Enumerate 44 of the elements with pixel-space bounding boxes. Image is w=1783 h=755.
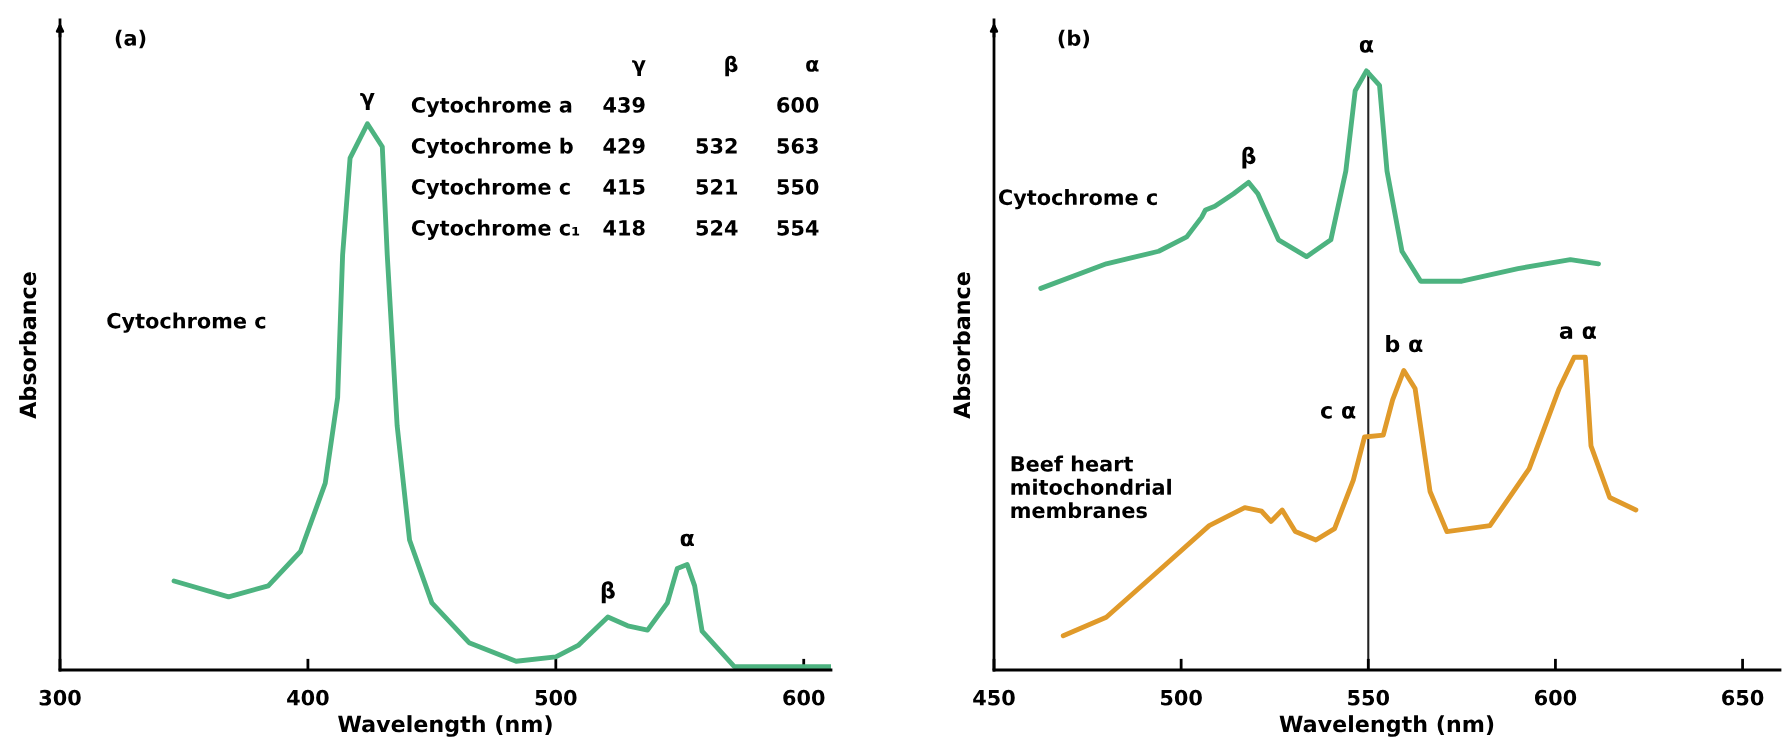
text: Cytochrome c — [107, 312, 266, 333]
series-label: Beef heart mitochondrial membranes — [1011, 455, 1171, 519]
annotation: 554 — [777, 220, 819, 236]
annotation: Cytochrome c — [411, 178, 570, 199]
text: 600 — [777, 97, 819, 113]
x-axis-title: Wavelength (nm) — [338, 715, 552, 737]
x-tick-label: 650 — [1722, 689, 1764, 706]
annotation: 521 — [696, 178, 738, 195]
annotation: β — [601, 581, 615, 604]
annotation: 524 — [696, 219, 738, 236]
annotation: 429 — [603, 138, 645, 154]
x-tick-label: 600 — [783, 689, 825, 706]
x-tick-label: 450 — [973, 689, 1015, 706]
annotation: α — [1359, 39, 1374, 53]
text: Cytochrome a — [411, 96, 572, 118]
annotation: γ — [360, 93, 375, 110]
annotation: b α — [1386, 335, 1423, 353]
series-label: Cytochrome c — [998, 189, 1157, 210]
x-tick-label: 600 — [1534, 689, 1577, 706]
text: α — [806, 59, 819, 72]
x-tick-label: 300 — [39, 689, 81, 706]
y-axis-title: Absorbance — [19, 272, 37, 419]
x-axis-title: Wavelength (nm) — [1279, 715, 1494, 737]
annotation: α — [680, 533, 694, 547]
annotation: Cytochrome b — [411, 137, 573, 158]
annotation: β — [1242, 146, 1256, 169]
x-tick-label: 500 — [535, 689, 577, 706]
annotation: 532 — [696, 138, 737, 154]
annotation: 563 — [777, 138, 818, 154]
text: 439 — [603, 97, 645, 113]
chart-title: (a) — [115, 29, 146, 49]
annotation: 415 — [603, 179, 645, 195]
text: γ — [632, 60, 646, 76]
annotation: 418 — [603, 219, 645, 236]
x-tick-label: 550 — [1348, 689, 1390, 706]
annotation: Cytochrome c₁ — [411, 219, 580, 240]
x-tick-label: 500 — [1161, 689, 1202, 706]
annotation: 550 — [777, 178, 819, 195]
y-axis-title: Absorbance — [953, 272, 971, 419]
chart-title: (b) — [1058, 29, 1090, 49]
annotation: c α — [1320, 406, 1356, 419]
text: β — [725, 55, 738, 77]
x-tick-label: 400 — [287, 689, 329, 706]
annotation: a α — [1559, 326, 1596, 340]
